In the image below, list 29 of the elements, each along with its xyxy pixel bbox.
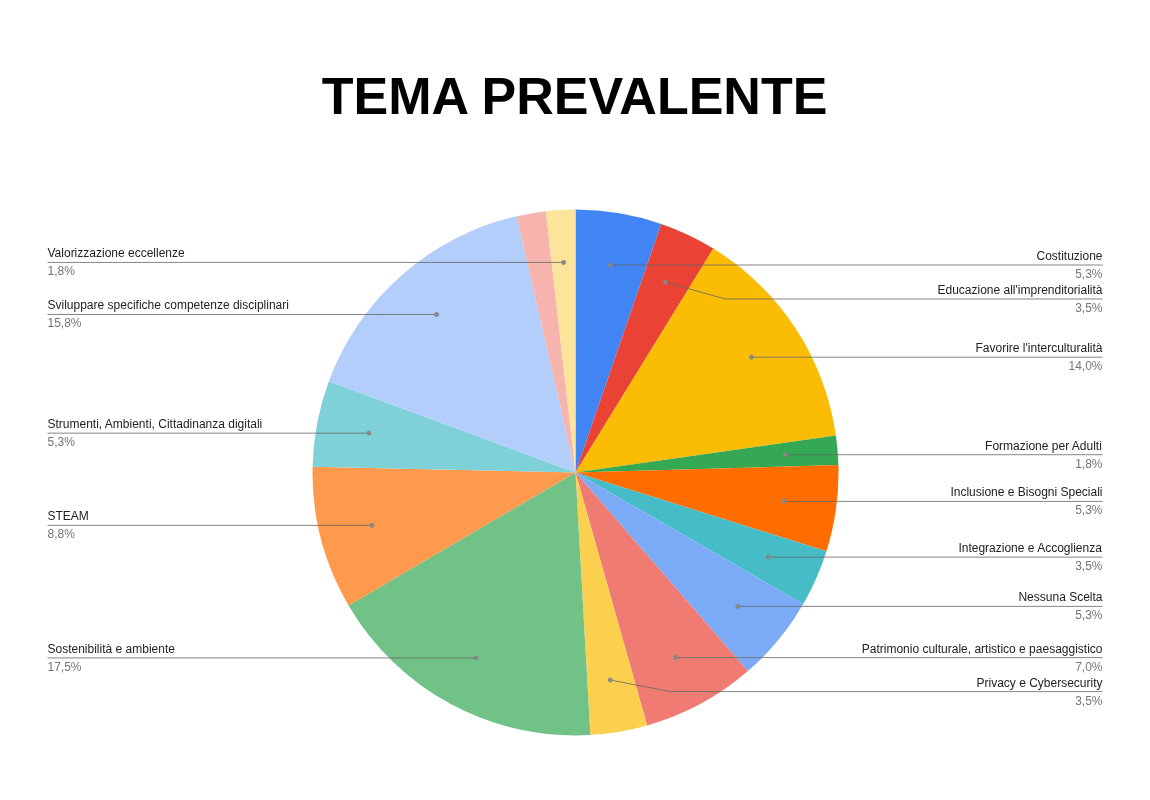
slice-label: Valorizzazione eccellenze bbox=[47, 246, 186, 261]
data-label: 5,3% bbox=[47, 435, 76, 450]
slice-label: Costituzione bbox=[1036, 249, 1103, 263]
data-label: 14,0% bbox=[1068, 359, 1103, 374]
data-label: 7,0% bbox=[1075, 659, 1103, 674]
slice-label: Sviluppare specifiche competenze disciplinari bbox=[47, 298, 289, 313]
chart-title: TEMA PREVALENTE bbox=[321, 66, 828, 125]
slice-label: Integrazione e Accoglienza bbox=[958, 541, 1103, 556]
slice-label: Inclusione e Bisogni Speciali bbox=[950, 485, 1103, 500]
data-label: 1,8% bbox=[1075, 456, 1103, 471]
slice-label: Favorire l'interculturalità bbox=[975, 341, 1103, 356]
data-label: 3,5% bbox=[1075, 559, 1103, 574]
data-label: 3,5% bbox=[1075, 693, 1103, 708]
data-label: 1,8% bbox=[47, 264, 76, 279]
data-label: 5,3% bbox=[1075, 267, 1103, 281]
data-label: 5,3% bbox=[1075, 608, 1103, 623]
data-label: 15,8% bbox=[47, 316, 82, 331]
slice-label: Patrimonio culturale, artistico e paesaggistico bbox=[861, 641, 1103, 656]
data-label: 17,5% bbox=[47, 659, 82, 674]
data-label: 3,5% bbox=[1075, 301, 1103, 315]
slice-label: Educazione all'imprenditorialità bbox=[937, 283, 1103, 297]
slice-label: Strumenti, Ambienti, Cittadinanza digitali bbox=[47, 417, 263, 432]
data-label: 5,3% bbox=[1075, 503, 1103, 518]
slice-label: Sostenibilità e ambiente bbox=[47, 641, 176, 656]
slice-label: Formazione per Adulti bbox=[985, 438, 1102, 453]
slice-label: STEAM bbox=[47, 509, 89, 524]
slice-label: Privacy e Cybersecurity bbox=[976, 675, 1103, 690]
slice-label: Nessuna Scelta bbox=[1018, 590, 1103, 605]
data-label: 8,8% bbox=[47, 527, 76, 542]
